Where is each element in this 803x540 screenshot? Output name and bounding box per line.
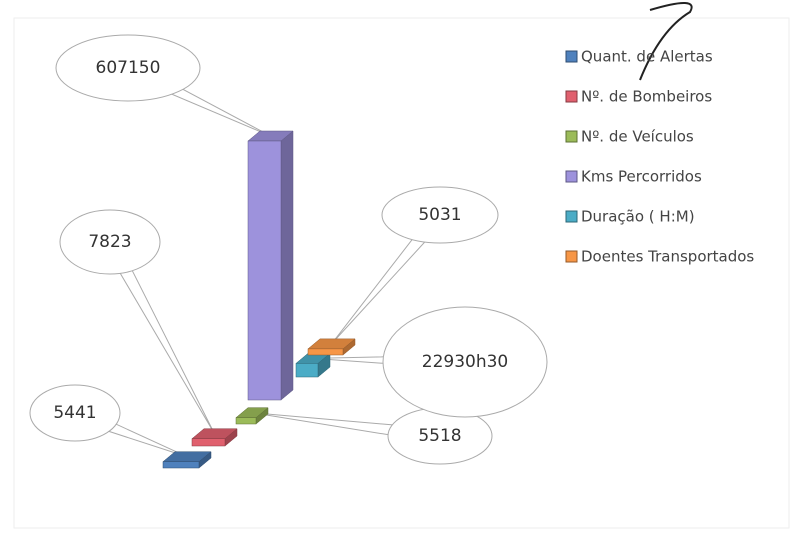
- data-label: 7823: [88, 232, 131, 252]
- bar-3d: [295, 352, 331, 378]
- bar: [247, 140, 282, 401]
- bar: [307, 348, 344, 356]
- bar-3d: [162, 451, 212, 469]
- callout: [59, 209, 161, 275]
- data-label: 22930h30: [422, 352, 509, 372]
- data-label: 607150: [96, 58, 161, 78]
- bar: [191, 438, 226, 447]
- legend-label: Nº. de Veículos: [581, 128, 694, 146]
- bar: [295, 363, 319, 378]
- legend-swatch: [565, 170, 578, 183]
- bar-3d: [247, 130, 294, 401]
- legend-swatch: [565, 50, 578, 63]
- callout: [29, 384, 121, 442]
- callout: [381, 186, 499, 244]
- data-label: 5031: [418, 205, 461, 225]
- bars: [162, 130, 356, 469]
- callout: [55, 34, 201, 102]
- legend-label: Doentes Transportados: [581, 248, 754, 266]
- legend-label: Duração ( H:M): [581, 208, 695, 226]
- legend-swatch: [565, 130, 578, 143]
- legend-label: Kms Percorridos: [581, 168, 702, 186]
- bar-side: [280, 130, 294, 401]
- data-label: 5518: [418, 426, 461, 446]
- callouts: 5441 7823 5518 607150 22930h30 5031: [29, 34, 548, 465]
- legend-swatch: [565, 90, 578, 103]
- bar: [162, 461, 200, 469]
- legend-swatch: [565, 250, 578, 263]
- bar: [235, 417, 257, 425]
- legend-label: Nº. de Bombeiros: [581, 88, 712, 106]
- bar-3d: [191, 428, 238, 447]
- data-label: 5441: [53, 403, 96, 423]
- legend-swatch: [565, 210, 578, 223]
- legend-label: Quant. de Alertas: [581, 48, 713, 66]
- bar-3d: [307, 338, 356, 356]
- bar-3d: [235, 407, 269, 425]
- pen-mark: [639, 2, 693, 81]
- plot-frame: [13, 17, 790, 529]
- callout: [382, 306, 548, 418]
